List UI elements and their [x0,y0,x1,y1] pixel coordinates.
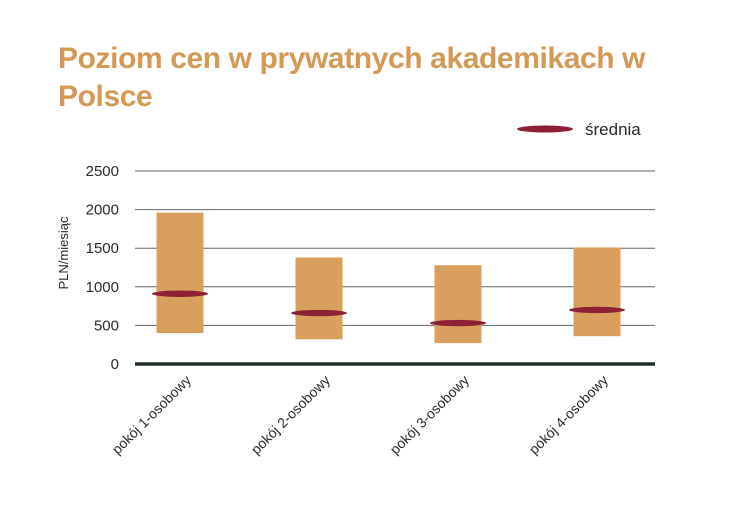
y-tick-labels: 0 500 1000 1500 2000 2500 [86,163,119,373]
range-bar [156,212,204,334]
y-tick-label: 2000 [86,202,119,219]
y-tick-label: 2500 [86,163,119,180]
chart-title: Poziom cen w prywatnych akademikach w Po… [58,42,646,113]
y-tick-label: 0 [111,356,119,373]
range-bar [573,247,621,337]
y-tick-label: 500 [94,317,119,334]
mean-markers [152,290,625,327]
mean-marker [430,319,486,327]
category-label: pokój 4-osobowy [526,372,612,458]
mean-marker [152,290,208,297]
mean-marker [569,306,625,314]
category-label: pokój 1-osobowy [109,372,195,458]
category-label: pokój 3-osobowy [387,372,473,458]
y-axis-label: PLN/miesiąc [56,216,71,289]
gridlines [135,170,655,326]
y-tick-label: 1000 [86,279,119,296]
category-labels: pokój 1-osobowy pokój 2-osobowy pokój 3-os… [109,372,612,458]
mean-marker [291,309,347,317]
range-bars [156,212,621,344]
range-bar [434,265,482,344]
category-label: pokój 2-osobowy [248,372,334,458]
legend-label: średnia [585,120,641,139]
range-bar [295,257,343,340]
legend-mean-swatch [517,125,573,133]
y-tick-label: 1500 [86,240,119,257]
legend: średnia [517,120,641,139]
